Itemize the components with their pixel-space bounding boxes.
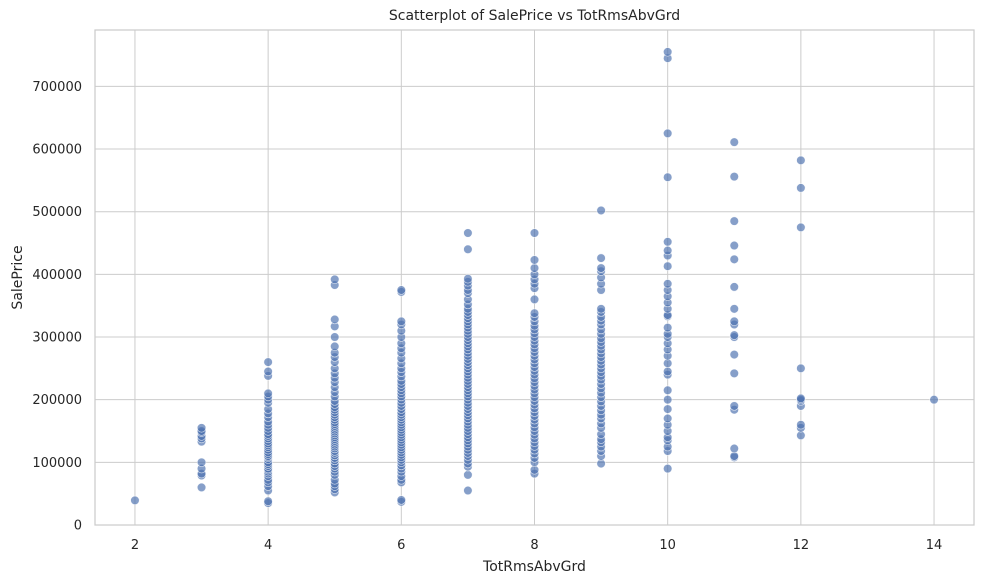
data-point — [529, 228, 540, 238]
data-point — [330, 332, 340, 342]
x-tick-label: 14 — [926, 538, 943, 553]
data-point — [729, 282, 739, 292]
x-tick-label: 2 — [131, 538, 139, 553]
data-point — [663, 128, 673, 138]
y-tick-label: 100000 — [32, 456, 82, 471]
data-point — [663, 404, 673, 414]
data-point — [330, 341, 340, 352]
data-point — [529, 308, 540, 318]
data-point — [596, 253, 606, 263]
data-point — [663, 172, 673, 182]
data-point — [796, 393, 806, 404]
data-point — [729, 330, 739, 340]
data-point — [663, 366, 673, 377]
data-point — [196, 423, 207, 433]
data-point — [263, 496, 273, 506]
data-point — [796, 420, 806, 430]
data-point — [796, 183, 806, 193]
x-tick-label: 10 — [659, 538, 676, 553]
y-tick-label: 0 — [74, 519, 82, 534]
data-point — [529, 255, 540, 265]
data-point — [330, 274, 340, 284]
data-point — [596, 263, 606, 273]
data-point — [263, 366, 273, 377]
data-point — [463, 244, 473, 254]
data-point — [396, 285, 406, 295]
y-tick-label: 500000 — [32, 205, 82, 220]
x-tick-label: 4 — [264, 538, 272, 553]
y-tick-labels: 0 100000 200000 300000 400000 500000 600000 700… — [32, 80, 82, 534]
x-tick-label: 6 — [397, 538, 405, 553]
data-points — [130, 47, 939, 508]
data-point — [729, 254, 739, 264]
data-point — [529, 294, 540, 305]
data-point — [463, 274, 473, 284]
data-point — [130, 495, 140, 505]
data-point — [729, 316, 739, 326]
data-point — [729, 137, 739, 147]
data-point — [729, 368, 739, 378]
y-tick-label: 400000 — [32, 268, 82, 283]
data-point — [663, 245, 673, 256]
data-point — [729, 349, 739, 360]
data-point — [596, 304, 606, 314]
data-point — [796, 222, 806, 232]
y-tick-label: 600000 — [32, 143, 82, 158]
data-point — [729, 304, 739, 314]
data-point — [330, 314, 340, 325]
data-point — [663, 323, 673, 333]
x-tick-labels: 2 4 6 8 10 12 14 — [131, 538, 943, 553]
data-point — [196, 457, 207, 467]
data-point — [663, 279, 673, 289]
x-tick-label: 8 — [530, 538, 538, 553]
data-point — [663, 385, 673, 395]
data-point — [263, 388, 273, 399]
data-point — [663, 237, 673, 247]
data-point — [796, 363, 806, 373]
data-point — [396, 316, 406, 326]
x-axis-label: TotRmsAbvGrd — [482, 559, 586, 575]
data-point — [529, 263, 540, 273]
x-tick-label: 12 — [793, 538, 810, 553]
y-tick-label: 200000 — [32, 393, 82, 408]
data-point — [729, 216, 739, 226]
data-point — [796, 155, 806, 165]
data-point — [663, 395, 673, 405]
y-tick-label: 300000 — [32, 331, 82, 346]
data-point — [196, 482, 207, 493]
data-point — [463, 485, 473, 496]
data-point — [463, 470, 473, 480]
data-point — [729, 401, 739, 411]
data-point — [396, 495, 406, 505]
data-point — [729, 240, 739, 251]
data-point — [663, 464, 673, 474]
data-point — [663, 47, 673, 57]
data-point — [263, 357, 273, 367]
y-axis-label: SalePrice — [10, 245, 26, 309]
data-point — [663, 261, 673, 271]
chart-title: Scatterplot of SalePrice vs TotRmsAbvGrd — [389, 8, 680, 24]
data-point — [596, 205, 606, 216]
y-tick-label: 700000 — [32, 80, 82, 95]
data-point — [729, 443, 739, 454]
grid-lines — [95, 30, 974, 526]
data-point — [463, 228, 473, 238]
plot-frame — [94, 29, 975, 526]
data-point — [663, 413, 673, 424]
data-point — [929, 395, 939, 405]
data-point — [729, 172, 739, 182]
